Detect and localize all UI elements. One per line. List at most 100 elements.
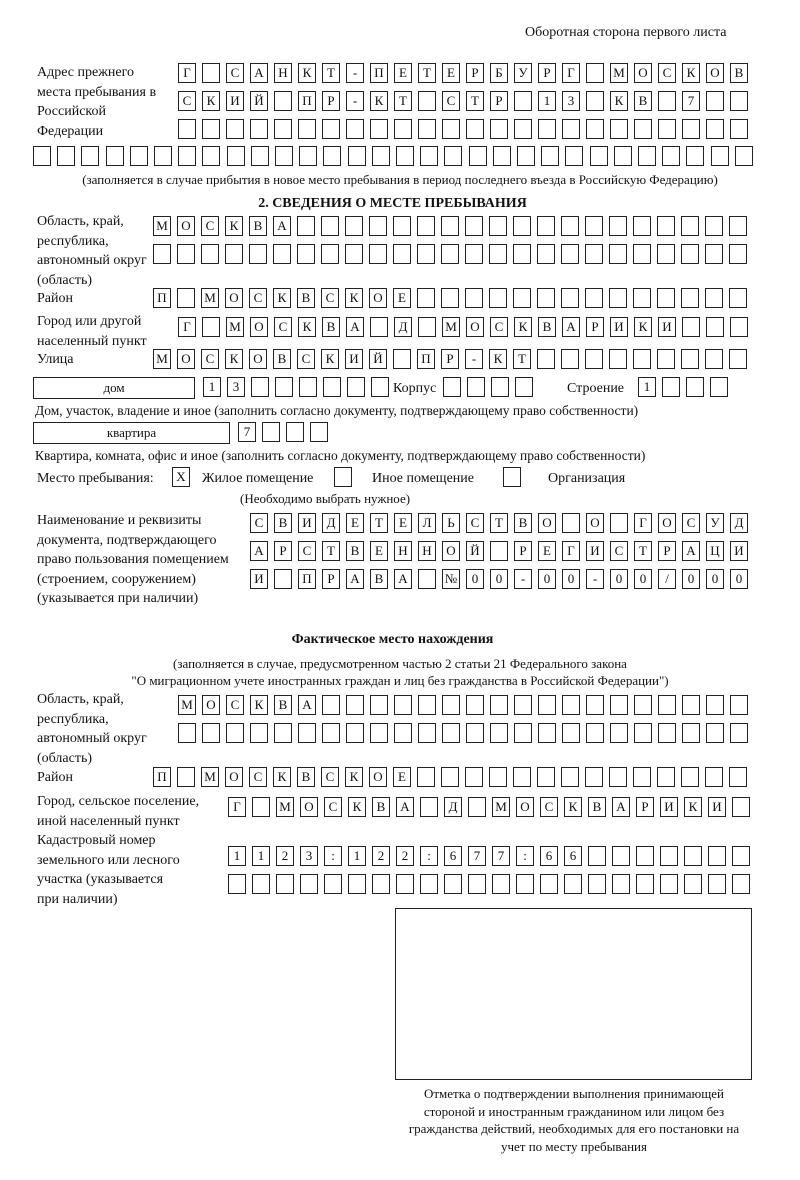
char-cell[interactable]: И (226, 91, 244, 111)
char-cell[interactable]: 1 (638, 377, 656, 397)
char-cell[interactable] (686, 377, 704, 397)
char-cell[interactable]: Д (394, 317, 412, 337)
char-cell[interactable] (467, 377, 485, 397)
char-cell[interactable] (706, 723, 724, 743)
char-cell[interactable]: О (466, 317, 484, 337)
char-cell[interactable]: О (225, 767, 243, 787)
char-cell[interactable]: О (538, 513, 556, 533)
char-cell[interactable] (514, 91, 532, 111)
char-cell[interactable]: - (346, 63, 364, 83)
char-cell[interactable] (129, 146, 148, 166)
char-cell[interactable] (298, 119, 316, 139)
char-cell[interactable]: О (177, 216, 195, 236)
char-cell[interactable]: 6 (444, 846, 462, 866)
char-cell[interactable] (321, 216, 339, 236)
char-cell[interactable] (492, 874, 510, 894)
char-cell[interactable] (705, 244, 723, 264)
char-cell[interactable]: Т (322, 63, 340, 83)
char-cell[interactable]: К (684, 797, 702, 817)
char-cell[interactable]: О (442, 541, 460, 561)
char-cell[interactable] (347, 146, 366, 166)
char-cell[interactable] (681, 244, 699, 264)
char-cell[interactable] (657, 767, 675, 787)
char-cell[interactable]: У (706, 513, 724, 533)
char-cell[interactable] (274, 119, 292, 139)
char-cell[interactable]: С (682, 513, 700, 533)
char-cell[interactable]: Д (322, 513, 340, 533)
char-cell[interactable]: М (442, 317, 460, 337)
char-cell[interactable]: Г (562, 541, 580, 561)
char-cell[interactable] (729, 244, 747, 264)
char-cell[interactable]: М (153, 349, 171, 369)
char-cell[interactable]: Г (562, 63, 580, 83)
char-cell[interactable]: М (492, 797, 510, 817)
char-cell[interactable]: Т (634, 541, 652, 561)
char-cell[interactable]: А (562, 317, 580, 337)
char-cell[interactable] (393, 244, 411, 264)
char-cell[interactable] (490, 723, 508, 743)
char-cell[interactable]: С (321, 767, 339, 787)
char-cell[interactable] (638, 146, 656, 166)
char-cell[interactable] (562, 695, 580, 715)
char-cell[interactable] (682, 723, 700, 743)
char-cell[interactable]: - (465, 349, 483, 369)
char-cell[interactable] (513, 244, 531, 264)
char-cell[interactable] (636, 846, 654, 866)
char-cell[interactable] (585, 244, 603, 264)
char-cell[interactable] (33, 146, 51, 166)
char-cell[interactable]: Е (394, 63, 412, 83)
char-cell[interactable] (396, 874, 414, 894)
char-cell[interactable] (609, 216, 627, 236)
char-cell[interactable] (418, 91, 436, 111)
char-cell[interactable]: В (372, 797, 390, 817)
char-cell[interactable]: А (612, 797, 630, 817)
char-cell[interactable]: М (201, 288, 219, 308)
char-cell[interactable]: М (276, 797, 294, 817)
char-cell[interactable]: И (660, 797, 678, 817)
char-cell[interactable] (322, 723, 340, 743)
char-cell[interactable]: О (249, 349, 267, 369)
char-cell[interactable] (466, 695, 484, 715)
char-cell[interactable] (682, 695, 700, 715)
char-cell[interactable]: К (610, 91, 628, 111)
char-cell[interactable] (561, 244, 579, 264)
char-cell[interactable] (251, 377, 269, 397)
char-cell[interactable]: П (153, 767, 171, 787)
char-cell[interactable]: Р (658, 541, 676, 561)
char-cell[interactable]: / (658, 569, 676, 589)
char-cell[interactable]: М (201, 767, 219, 787)
char-cell[interactable]: Л (418, 513, 436, 533)
char-cell[interactable]: К (225, 216, 243, 236)
char-cell[interactable] (250, 146, 269, 166)
char-cell[interactable]: О (369, 767, 387, 787)
char-cell[interactable]: Н (274, 63, 292, 83)
char-cell[interactable] (541, 146, 560, 166)
char-cell[interactable] (420, 146, 439, 166)
char-cell[interactable] (513, 288, 531, 308)
char-cell[interactable] (178, 146, 197, 166)
char-cell[interactable]: 1 (203, 377, 221, 397)
char-cell[interactable] (705, 216, 723, 236)
char-cell[interactable] (586, 63, 604, 83)
char-cell[interactable] (585, 349, 603, 369)
char-cell[interactable] (662, 146, 681, 166)
char-cell[interactable] (561, 216, 579, 236)
char-cell[interactable] (684, 846, 702, 866)
char-cell[interactable] (662, 377, 680, 397)
char-cell[interactable]: В (274, 695, 292, 715)
char-cell[interactable] (154, 146, 172, 166)
char-cell[interactable] (658, 91, 676, 111)
char-cell[interactable]: В (730, 63, 748, 83)
char-cell[interactable] (321, 244, 339, 264)
char-cell[interactable] (274, 569, 292, 589)
char-cell[interactable] (252, 874, 270, 894)
char-cell[interactable]: К (321, 349, 339, 369)
char-cell[interactable]: А (250, 63, 268, 83)
char-cell[interactable] (561, 349, 579, 369)
char-cell[interactable]: А (273, 216, 291, 236)
char-cell[interactable] (394, 119, 412, 139)
char-cell[interactable]: В (346, 541, 364, 561)
char-cell[interactable] (705, 349, 723, 369)
char-cell[interactable] (730, 723, 748, 743)
char-cell[interactable]: 0 (490, 569, 508, 589)
